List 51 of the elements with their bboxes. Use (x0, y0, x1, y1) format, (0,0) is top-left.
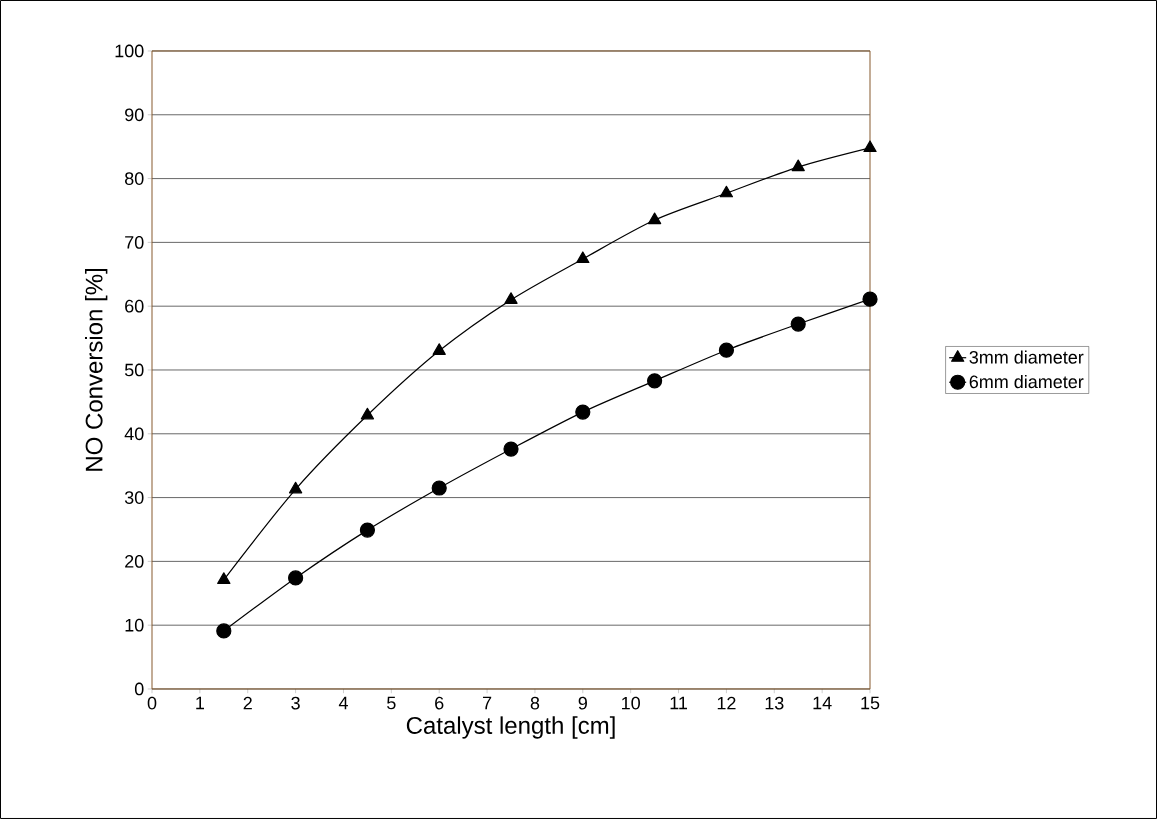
point (790, 316, 806, 332)
x-tick-label: 1 (196, 696, 204, 710)
x-tick-label: 6 (435, 696, 444, 710)
point (503, 441, 519, 457)
y-tick-label: 70 (125, 236, 144, 249)
legend-label: 6mm diameter (969, 374, 1084, 389)
y-tick-label: 100 (115, 44, 144, 58)
x-tick-label: 8 (530, 696, 540, 710)
x-axis-title: Catalyst length [cm] (406, 716, 615, 739)
x-tick-label: 9 (578, 696, 587, 710)
x-tick-label: 11 (670, 696, 687, 710)
x-tick-label: 12 (717, 696, 736, 710)
point (862, 291, 878, 307)
y-tick-label: 30 (124, 491, 144, 504)
point (719, 185, 734, 198)
point (791, 159, 805, 172)
x-tick-label: 5 (387, 696, 396, 710)
y-tick-label: 50 (124, 363, 144, 377)
x-tick-label: 2 (243, 696, 252, 710)
point (504, 292, 518, 304)
y-axis-title: NO Conversion [%] (84, 269, 108, 471)
legend-label: 3mm diameter (969, 350, 1084, 364)
point (863, 140, 877, 153)
x-tick-label: 4 (338, 696, 348, 710)
point (576, 251, 590, 264)
point (216, 623, 232, 639)
point (288, 570, 304, 586)
point (431, 480, 447, 496)
point (359, 522, 376, 538)
point (718, 342, 735, 358)
x-tick-label: 10 (622, 696, 640, 710)
x-tick-label: 13 (765, 696, 784, 710)
point (647, 212, 662, 225)
y-tick-label: 20 (125, 555, 144, 568)
y-tick-label: 90 (125, 108, 144, 122)
point (575, 404, 591, 420)
point (360, 407, 375, 420)
point (432, 343, 446, 355)
y-tick-label: 10 (125, 618, 144, 632)
x-tick-label: 3 (291, 696, 300, 710)
point (217, 572, 231, 584)
y-tick-label: 0 (134, 682, 144, 696)
y-tick-label: 40 (124, 427, 144, 441)
x-tick-label: 7 (482, 696, 492, 710)
y-tick-label: 60 (125, 299, 144, 313)
x-tick-label: 14 (813, 696, 832, 710)
point (288, 481, 303, 494)
y-tick-label: 80 (125, 172, 144, 185)
x-tick-label: 15 (861, 696, 880, 710)
point (647, 373, 663, 389)
x-tick-label: 0 (147, 696, 157, 710)
